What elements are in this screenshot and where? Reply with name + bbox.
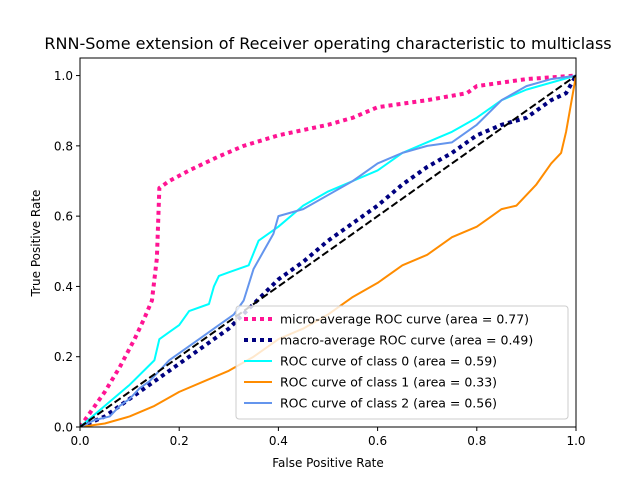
legend-box: [235, 305, 569, 420]
x-tick-label-5: 1.0: [566, 434, 585, 448]
y-axis-label: True Positive Rate: [29, 190, 43, 298]
series-group: [80, 73, 576, 427]
chart-title: RNN-Some extension of Receiver operating…: [44, 34, 611, 53]
legend-label-2: ROC curve of class 0 (area = 0.59): [280, 354, 497, 369]
legend-label-3: ROC curve of class 1 (area = 0.33): [280, 375, 497, 390]
legend: micro-average ROC curve (area = 0.77) mac…: [235, 305, 569, 420]
y-tick-label-0: 0.0: [54, 421, 73, 435]
x-tick-label-1: 0.2: [170, 434, 189, 448]
legend-label-0: micro-average ROC curve (area = 0.77): [280, 312, 529, 327]
y-tick-label-2: 0.4: [54, 280, 73, 294]
x-tick-label-4: 0.8: [467, 434, 486, 448]
x-tick-label-3: 0.6: [368, 434, 387, 448]
plot-area: [80, 73, 576, 427]
y-tick-label-4: 0.8: [54, 139, 73, 153]
y-tick-label-5: 1.0: [54, 69, 73, 83]
series-line-4: [80, 74, 576, 427]
series-line-2: [80, 74, 576, 427]
legend-label-1: macro-average ROC curve (area = 0.49): [280, 333, 533, 348]
x-tick-label-0: 0.0: [70, 434, 89, 448]
plot-frame: [79, 57, 577, 428]
diagonal-reference-line: [80, 74, 576, 427]
series-line-0: [80, 73, 576, 427]
y-tick-label-1: 0.2: [54, 350, 73, 364]
y-tick-label-3: 0.6: [54, 210, 73, 224]
x-tick-label-2: 0.4: [269, 434, 288, 448]
series-line-3: [80, 75, 576, 427]
x-axis-label: False Positive Rate: [272, 456, 384, 470]
axes: 0.0 0.2 0.4 0.6 0.8 1.0 0.0 0.2 0.4 0.6 0.8 1.0: [54, 57, 586, 448]
legend-label-4: ROC curve of class 2 (area = 0.56): [280, 396, 497, 411]
